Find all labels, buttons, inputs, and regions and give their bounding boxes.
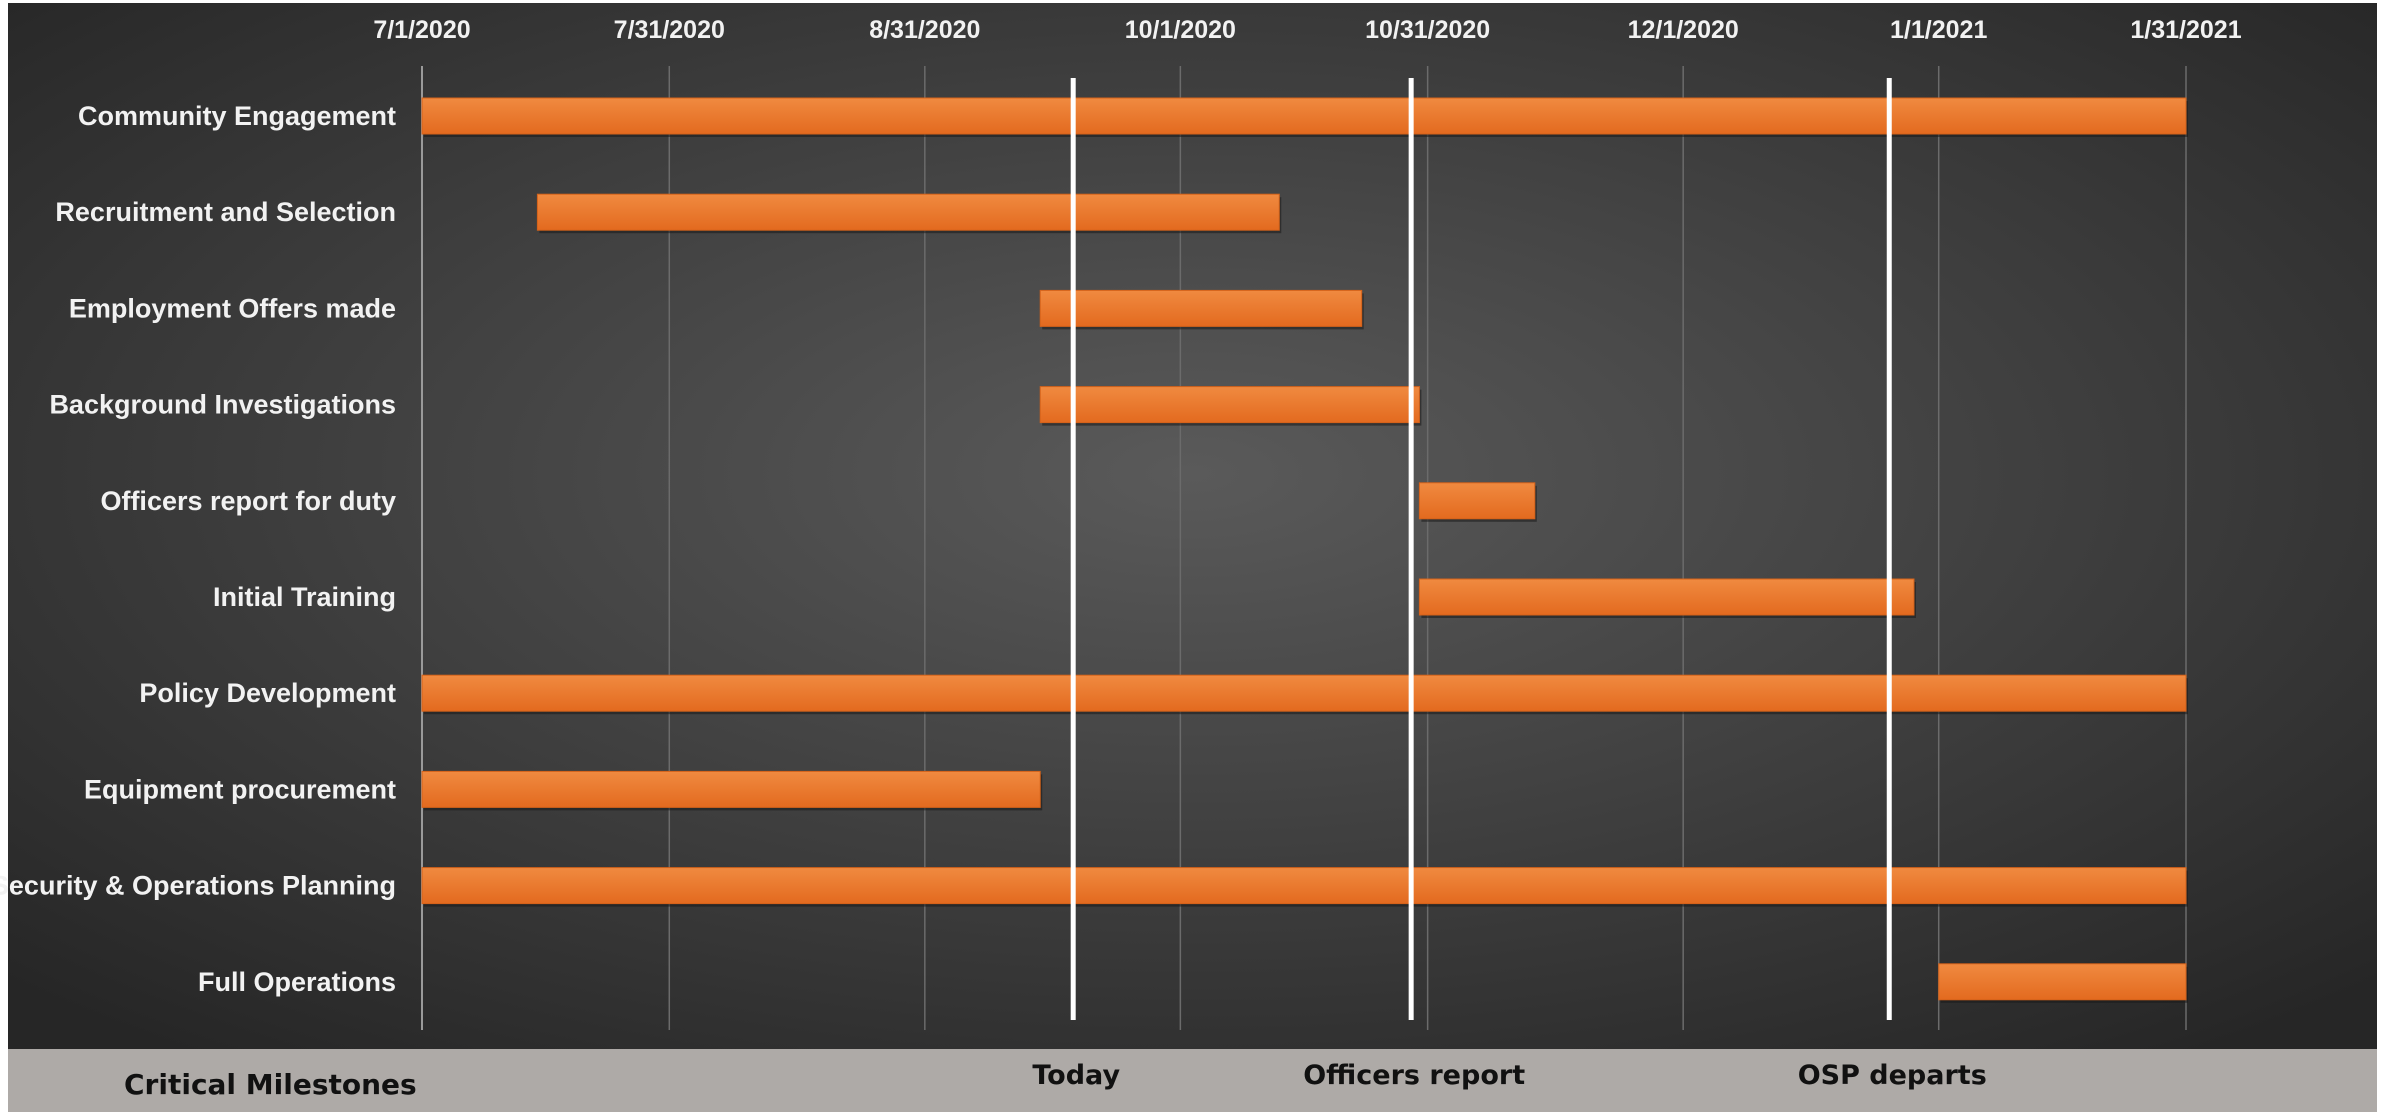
task-bar	[1418, 578, 1915, 616]
milestone-lines	[1070, 78, 1892, 1020]
task-label: Initial Training	[213, 582, 396, 612]
task-label: Community Engagement	[78, 101, 396, 131]
x-tick-label: 8/31/2020	[869, 16, 980, 44]
task-bar	[1938, 963, 2187, 1001]
milestone-label: OSP departs	[1798, 1060, 1987, 1091]
task-labels: Community Engagement Recruitment and Sele…	[0, 101, 396, 997]
task-bar	[421, 97, 2187, 135]
x-tick-label: 1/1/2021	[1890, 16, 1987, 44]
task-bar	[421, 674, 2187, 712]
task-bar	[536, 193, 1280, 231]
task-label: Full Operations	[198, 967, 396, 997]
milestone-labels: Today Officers report OSP departs	[1032, 1060, 1986, 1091]
task-label: Security & Operations Planning	[0, 871, 396, 901]
x-tick-label: 1/31/2021	[2130, 16, 2241, 44]
x-tick-label: 7/31/2020	[614, 16, 725, 44]
task-bars	[421, 97, 2188, 1003]
task-label: Officers report for duty	[100, 486, 396, 516]
task-label: Policy Development	[139, 678, 396, 708]
task-label: Recruitment and Selection	[55, 197, 396, 227]
milestone-label: Officers report	[1303, 1060, 1525, 1091]
task-label: Background Investigations	[49, 390, 396, 420]
task-bar	[1039, 289, 1363, 327]
task-bar	[421, 867, 2187, 905]
task-label: Employment Offers made	[69, 293, 396, 323]
x-tick-label: 7/1/2020	[373, 16, 470, 44]
x-tick-label: 10/1/2020	[1125, 16, 1236, 44]
x-tick-label: 10/31/2020	[1365, 16, 1490, 44]
milestone-footer-band	[8, 1049, 2377, 1112]
x-tick-label: 12/1/2020	[1628, 16, 1739, 44]
task-bar	[1039, 386, 1420, 424]
task-bar	[421, 770, 1041, 808]
footer-title: Critical Milestones	[124, 1068, 417, 1101]
x-axis-ticks: 7/1/2020 7/31/2020 8/31/2020 10/1/2020 10/31…	[373, 16, 2241, 44]
task-bar	[1418, 482, 1536, 520]
task-label: Equipment procurement	[84, 774, 396, 804]
milestone-label: Today	[1032, 1060, 1120, 1091]
